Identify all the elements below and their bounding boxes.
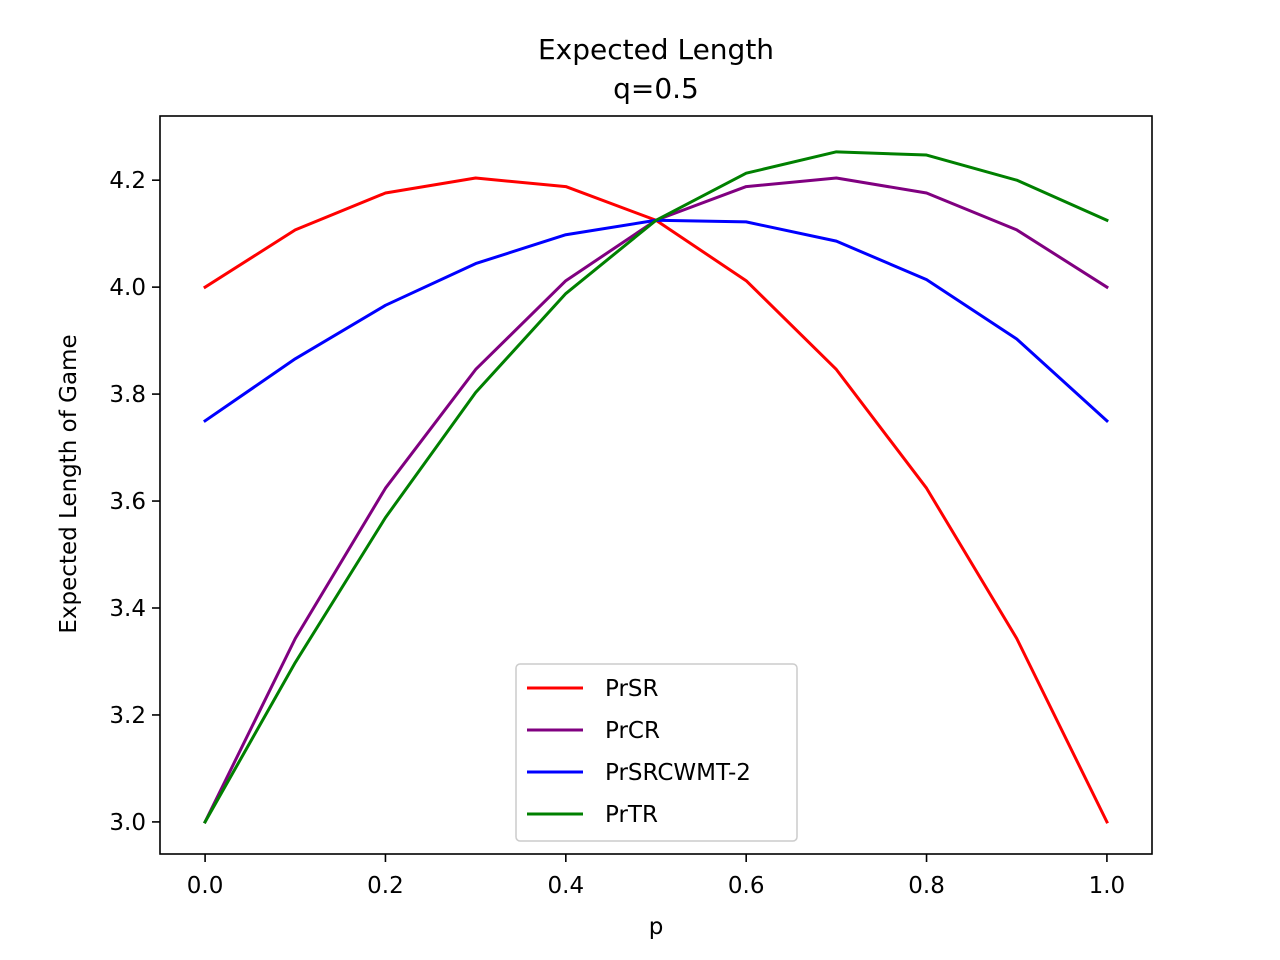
- y-tick-label: 3.0: [109, 810, 146, 836]
- y-tick-label: 4.0: [109, 275, 146, 301]
- y-tick-label: 3.6: [109, 489, 146, 515]
- x-axis-label: p: [649, 914, 664, 940]
- legend-label-prtr: PrTR: [605, 802, 658, 828]
- chart-title: Expected Length: [538, 33, 774, 66]
- y-tick-label: 4.2: [109, 168, 146, 194]
- x-tick-label: 1.0: [1089, 873, 1126, 899]
- y-tick-label: 3.2: [109, 703, 146, 729]
- plot-frame: [159, 115, 1153, 855]
- legend-label-prcr: PrCR: [605, 718, 660, 744]
- legend: PrSR PrCR PrSRCWMT-2 PrTR: [515, 663, 798, 842]
- x-tick-label: 0.8: [908, 873, 945, 899]
- x-tick-label: 0.4: [548, 873, 585, 899]
- x-tick-label: 0.6: [728, 873, 765, 899]
- x-tick-label: 0.2: [367, 873, 404, 899]
- x-tick-label: 0.0: [187, 873, 224, 899]
- chart-subtitle: q=0.5: [613, 72, 699, 105]
- y-tick-label: 3.8: [109, 382, 146, 408]
- y-axis-label: Expected Length of Game: [56, 334, 82, 633]
- series-line-prsrcwmt-2: [203, 218, 1110, 423]
- series-line-prtr: [203, 150, 1109, 824]
- plot-area: [203, 150, 1110, 824]
- legend-label-prsr: PrSR: [605, 676, 659, 702]
- legend-box: [515, 663, 798, 842]
- y-tick-label: 3.4: [109, 596, 146, 622]
- axes: 0.0 0.2 0.4 0.6 0.8 1.0 3.0 3.2 3.4 3.6 3.8 4.0 4.2: [109, 115, 1153, 899]
- legend-label-prsrcwmt-2: PrSRCWMT-2: [605, 760, 751, 786]
